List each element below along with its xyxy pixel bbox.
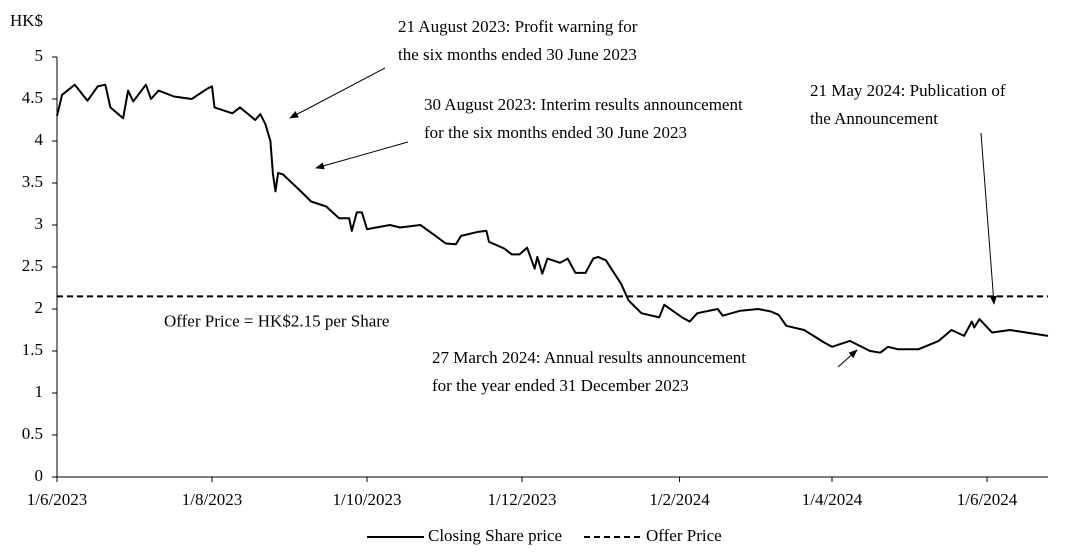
y-axis-label: HK$ bbox=[10, 11, 43, 30]
y-tick-label: 1 bbox=[35, 382, 44, 401]
annotation-text: 21 May 2024: Publication of bbox=[810, 81, 1006, 100]
legend-label: Offer Price bbox=[646, 526, 722, 545]
annotation-text: 30 August 2023: Interim results announce… bbox=[424, 95, 743, 114]
y-tick-label: 2.5 bbox=[22, 256, 43, 275]
annotation-text: for the six months ended 30 June 2023 bbox=[424, 123, 687, 142]
annotation-arrow bbox=[315, 141, 409, 170]
annotation-arrow bbox=[837, 349, 858, 368]
annotation-arrow bbox=[980, 132, 997, 305]
y-tick-label: 5 bbox=[35, 46, 44, 65]
offer-price-label: Offer Price = HK$2.15 per Share bbox=[164, 311, 389, 330]
y-tick-label: 4 bbox=[35, 130, 44, 149]
y-tick-label: 0 bbox=[35, 466, 44, 485]
y-tick-label: 1.5 bbox=[22, 340, 43, 359]
legend-label: Closing Share price bbox=[428, 526, 562, 545]
y-tick-label: 3 bbox=[35, 214, 44, 233]
annotation-text: the six months ended 30 June 2023 bbox=[398, 45, 637, 64]
y-tick-label: 3.5 bbox=[22, 172, 43, 191]
x-tick-label: 1/6/2023 bbox=[27, 490, 87, 509]
x-tick-label: 1/8/2023 bbox=[182, 490, 242, 509]
y-tick-label: 4.5 bbox=[22, 88, 43, 107]
annotation-text: 21 August 2023: Profit warning for bbox=[398, 17, 638, 36]
y-tick-label: 0.5 bbox=[22, 424, 43, 443]
annotation-arrow bbox=[289, 67, 386, 119]
price-line bbox=[56, 83, 1049, 354]
x-tick-label: 1/10/2023 bbox=[333, 490, 402, 509]
annotation-text: 27 March 2024: Annual results announceme… bbox=[432, 348, 746, 367]
x-tick-label: 1/4/2024 bbox=[802, 490, 863, 509]
annotation-text: the Announcement bbox=[810, 109, 938, 128]
x-tick-label: 1/6/2024 bbox=[957, 490, 1018, 509]
x-tick-label: 1/12/2023 bbox=[488, 490, 557, 509]
y-tick-label: 2 bbox=[35, 298, 44, 317]
annotation-text: for the year ended 31 December 2023 bbox=[432, 376, 689, 395]
x-tick-label: 1/2/2024 bbox=[649, 490, 710, 509]
